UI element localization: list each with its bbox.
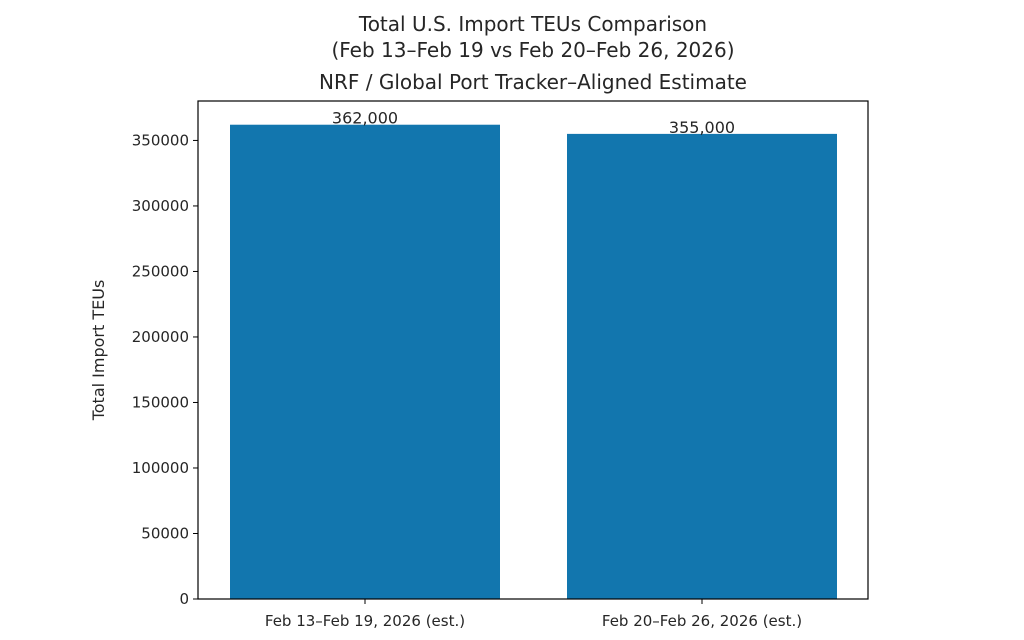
y-axis: 0 50000 100000 150000 200000 250000 300000 3500… <box>132 131 198 608</box>
bar-2 <box>567 133 837 599</box>
y-tick-label-350000: 350000 <box>132 131 189 149</box>
x-tick-label-2: Feb 20–Feb 26, 2026 (est.) <box>602 612 802 630</box>
x-axis: Feb 13–Feb 19, 2026 (est.) Feb 20–Feb 26,… <box>265 599 802 630</box>
bar-value-label-1: 362,000 <box>332 109 398 128</box>
y-tick-label-100000: 100000 <box>132 459 189 477</box>
y-tick-label-200000: 200000 <box>132 328 189 346</box>
data-labels: 362,000 355,000 <box>332 109 735 137</box>
x-tick-label-1: Feb 13–Feb 19, 2026 (est.) <box>265 612 465 630</box>
chart-title-line-2: (Feb 13–Feb 19 vs Feb 20–Feb 26, 2026) <box>331 38 734 62</box>
y-tick-label-150000: 150000 <box>132 393 189 411</box>
y-tick-label-0: 0 <box>179 590 189 608</box>
chart-title: Total U.S. Import TEUs Comparison (Feb 1… <box>319 12 747 94</box>
bars <box>230 124 837 599</box>
plot-area-frame <box>197 100 869 600</box>
chart-title-line-3: NRF / Global Port Tracker–Aligned Estima… <box>319 70 747 94</box>
bar-value-label-2: 355,000 <box>669 118 735 137</box>
y-tick-label-300000: 300000 <box>132 197 189 215</box>
bar-1 <box>230 124 500 599</box>
chart-title-line-1: Total U.S. Import TEUs Comparison <box>358 12 707 36</box>
y-axis-label: Total Import TEUs <box>89 280 108 422</box>
y-tick-label-250000: 250000 <box>132 262 189 280</box>
y-tick-label-50000: 50000 <box>141 524 189 542</box>
